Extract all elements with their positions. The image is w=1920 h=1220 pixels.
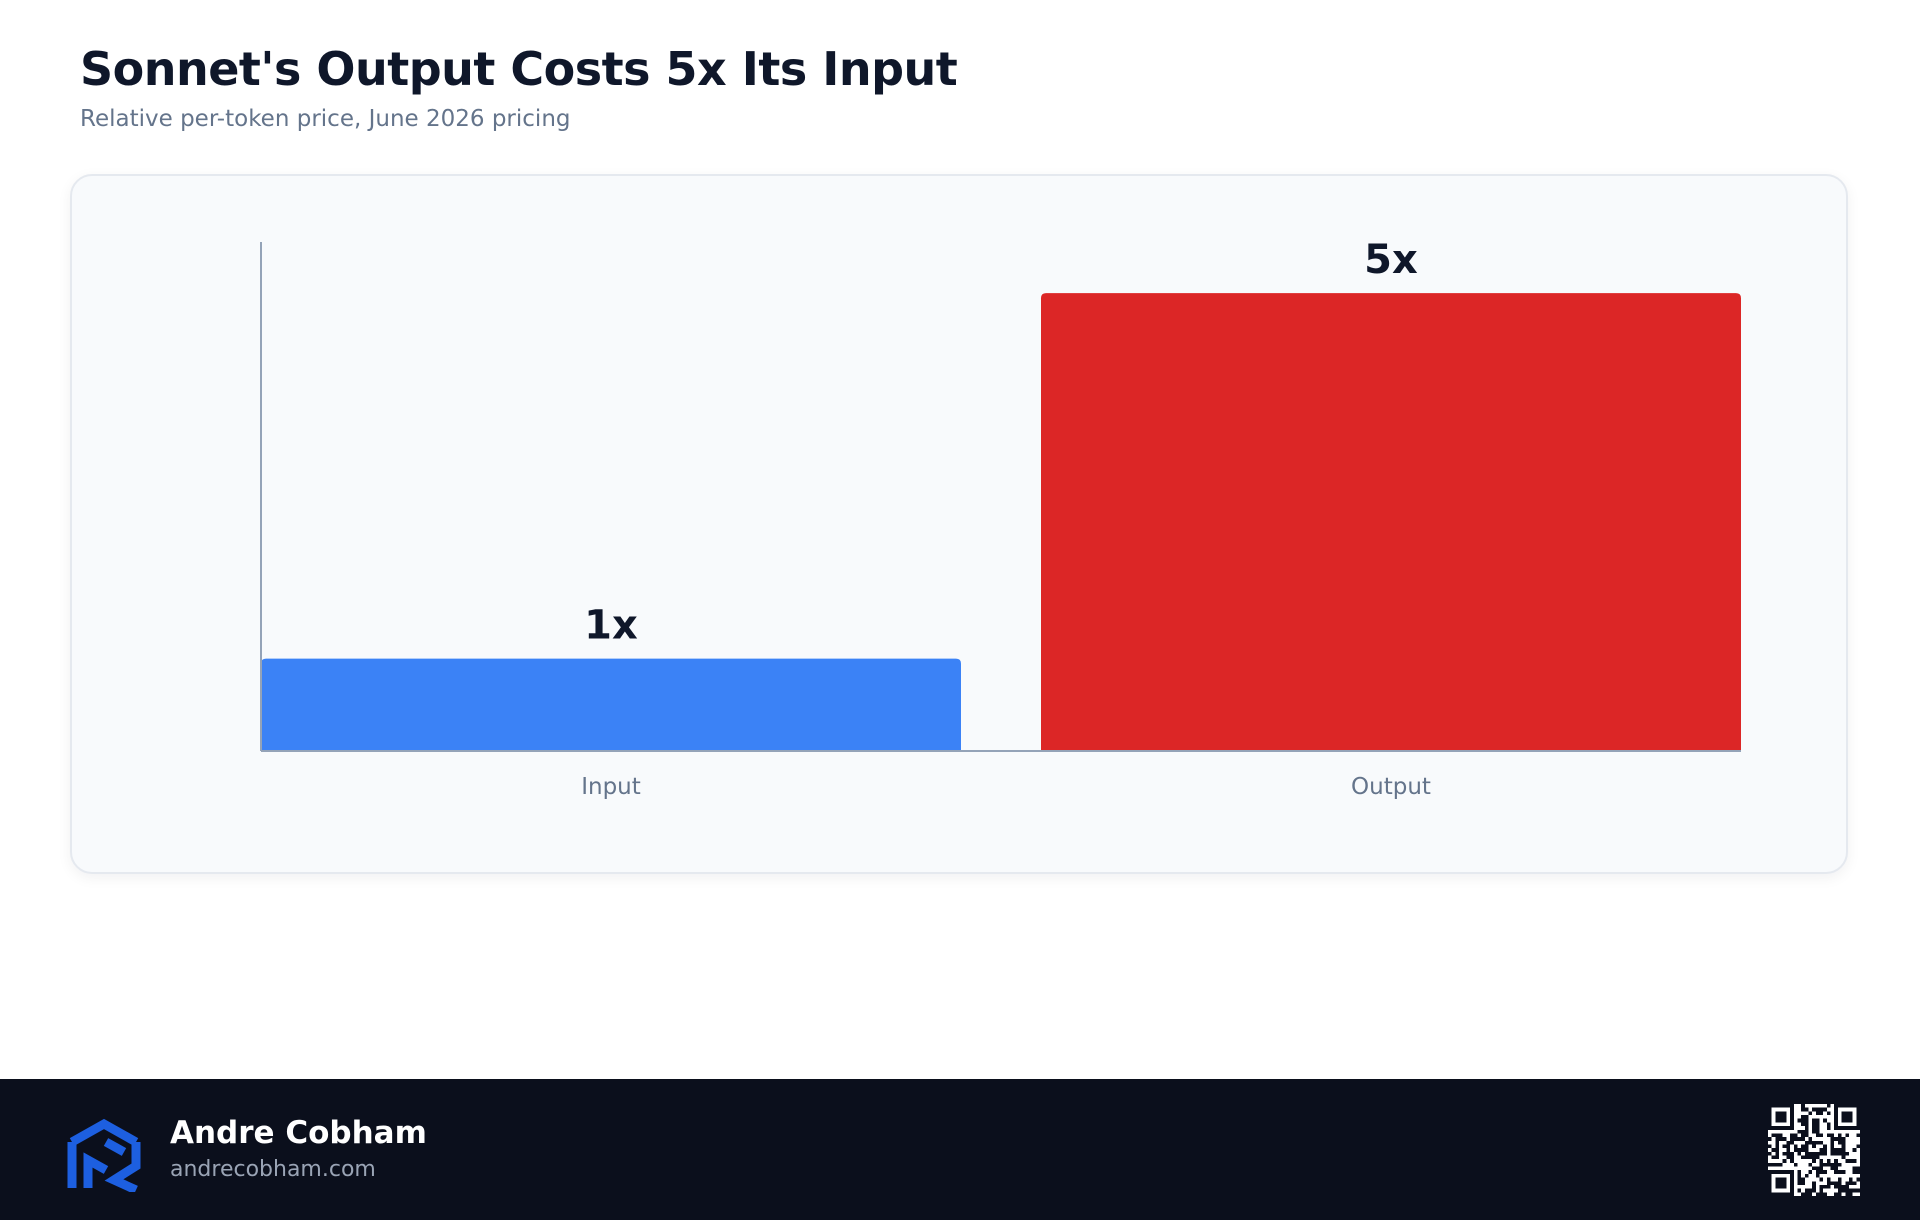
author-name: Andre Cobham — [170, 1115, 427, 1151]
footer: Andre Cobham andrecobham.com — [0, 1079, 1920, 1220]
author-website[interactable]: andrecobham.com — [170, 1157, 376, 1182]
data-label-input: 1x — [584, 603, 638, 649]
cube-logo-icon — [67, 1118, 141, 1192]
chart-subtitle: Relative per-token price, June 2026 pric… — [80, 106, 571, 132]
data-label-output: 5x — [1364, 237, 1418, 283]
bar-chart: 1x Input 5x Output — [260, 237, 1741, 800]
qr-code-icon[interactable] — [1768, 1104, 1860, 1196]
bar-input — [261, 658, 961, 750]
chart-card: 1x Input 5x Output — [70, 174, 1848, 874]
x-tick-label-input: Input — [581, 774, 641, 800]
chart-title: Sonnet's Output Costs 5x Its Input — [80, 42, 958, 96]
x-tick-label-output: Output — [1351, 774, 1431, 800]
bar-output — [1041, 293, 1741, 750]
